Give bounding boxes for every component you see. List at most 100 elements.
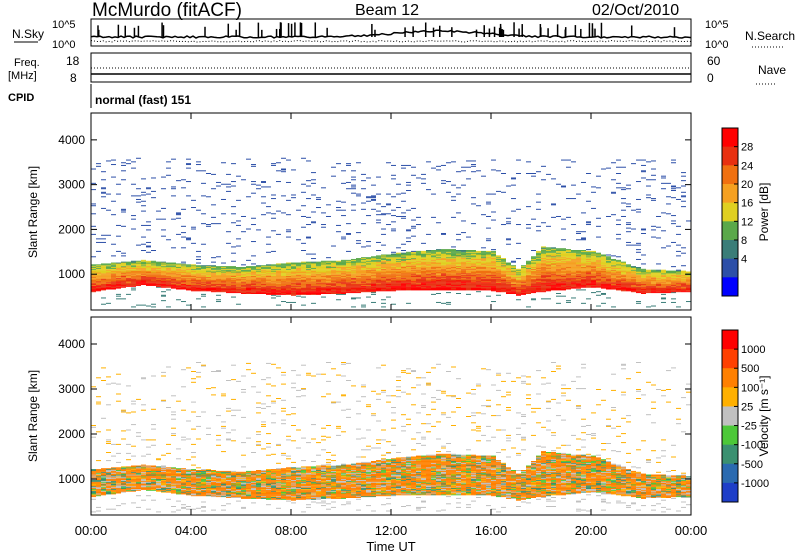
heatmap-cell — [561, 279, 566, 281]
heatmap-cell — [646, 288, 651, 290]
heatmap-cell — [91, 282, 96, 284]
heatmap-cell — [441, 270, 446, 272]
heatmap-cell — [286, 286, 291, 288]
heatmap-cell — [626, 231, 631, 233]
heatmap-cell — [496, 271, 501, 273]
heatmap-cell — [336, 275, 341, 277]
heatmap-cell — [326, 273, 331, 275]
heatmap-cell — [146, 270, 151, 272]
heatmap-cell — [636, 301, 641, 303]
heatmap-cell — [551, 203, 556, 205]
heatmap-cell — [126, 275, 131, 277]
heatmap-cell — [146, 281, 151, 283]
heatmap-cell — [321, 271, 326, 273]
heatmap-cell — [556, 282, 561, 284]
heatmap-cell — [221, 285, 226, 287]
nsky-tick-bottom: 10^0 — [52, 39, 76, 51]
heatmap-cell — [566, 257, 571, 259]
heatmap-cell — [441, 249, 446, 251]
heatmap-cell — [376, 267, 381, 269]
heatmap-cell — [176, 267, 181, 269]
heatmap-cell — [266, 278, 271, 280]
heatmap-cell — [366, 280, 371, 282]
heatmap-cell — [581, 277, 586, 279]
heatmap-cell — [521, 286, 526, 288]
heatmap-cell — [436, 275, 441, 277]
heatmap-cell — [201, 274, 206, 276]
heatmap-cell — [171, 275, 176, 277]
heatmap-cell — [356, 292, 361, 294]
heatmap-cell — [146, 187, 151, 189]
heatmap-cell — [641, 171, 646, 173]
heatmap-cell — [296, 287, 301, 289]
heatmap-cell — [441, 232, 446, 234]
heatmap-cell — [106, 283, 111, 285]
heatmap-cell — [371, 279, 376, 281]
heatmap-cell — [371, 292, 376, 294]
heatmap-cell — [271, 163, 276, 165]
heatmap-cell — [591, 276, 596, 278]
heatmap-cell — [621, 287, 626, 289]
heatmap-cell — [306, 266, 311, 268]
heatmap-cell — [616, 265, 621, 267]
heatmap-cell — [176, 284, 181, 286]
heatmap-cell — [191, 265, 196, 267]
heatmap-cell — [236, 267, 241, 269]
heatmap-cell — [586, 267, 591, 269]
heatmap-cell — [356, 271, 361, 273]
heatmap-cell — [586, 252, 591, 254]
heatmap-cell — [146, 261, 151, 263]
heatmap-cell — [271, 250, 276, 252]
heatmap-cell — [436, 265, 441, 267]
heatmap-cell — [221, 267, 226, 269]
heatmap-cell — [301, 284, 306, 286]
heatmap-cell — [291, 267, 296, 269]
heatmap-cell — [266, 290, 271, 292]
heatmap-cell — [366, 257, 371, 259]
heatmap-cell — [591, 277, 596, 279]
heatmap-cell — [451, 258, 456, 260]
heatmap-cell — [626, 268, 631, 270]
heatmap-cell — [351, 272, 356, 274]
heatmap-cell — [411, 280, 416, 282]
heatmap-cell — [441, 264, 446, 266]
heatmap-cell — [426, 273, 431, 275]
heatmap-cell — [381, 262, 386, 264]
heatmap-cell — [561, 288, 566, 290]
heatmap-cell — [506, 289, 511, 291]
heatmap-cell — [116, 266, 121, 268]
heatmap-cell — [541, 179, 546, 181]
heatmap-cell — [426, 281, 431, 283]
heatmap-cell — [231, 273, 236, 275]
heatmap-cell — [121, 261, 126, 263]
heatmap-cell — [391, 228, 396, 230]
heatmap-cell — [211, 173, 216, 175]
heatmap-cell — [446, 287, 451, 289]
heatmap-cell — [611, 263, 616, 265]
heatmap-cell — [201, 267, 206, 269]
heatmap-cell — [586, 249, 591, 251]
heatmap-cell — [621, 271, 626, 273]
heatmap-cell — [356, 267, 361, 269]
heatmap-cell — [131, 285, 136, 287]
heatmap-cell — [436, 270, 441, 272]
heatmap-cell — [536, 267, 541, 269]
heatmap-cell — [266, 274, 271, 276]
heatmap-cell — [431, 251, 436, 253]
heatmap-cell — [296, 288, 301, 290]
heatmap-cell — [426, 250, 431, 252]
heatmap-cell — [506, 285, 511, 287]
heatmap-cell — [461, 270, 466, 272]
heatmap-cell — [326, 283, 331, 285]
heatmap-cell — [541, 165, 546, 167]
heatmap-cell — [406, 279, 411, 281]
heatmap-cell — [566, 256, 571, 258]
heatmap-cell — [276, 304, 281, 306]
heatmap-cell — [291, 268, 296, 270]
heatmap-cell — [466, 271, 471, 273]
heatmap-cell — [391, 251, 396, 253]
heatmap-cell — [386, 280, 391, 282]
heatmap-cell — [101, 267, 106, 269]
heatmap-cell — [571, 250, 576, 252]
heatmap-cell — [636, 284, 641, 286]
